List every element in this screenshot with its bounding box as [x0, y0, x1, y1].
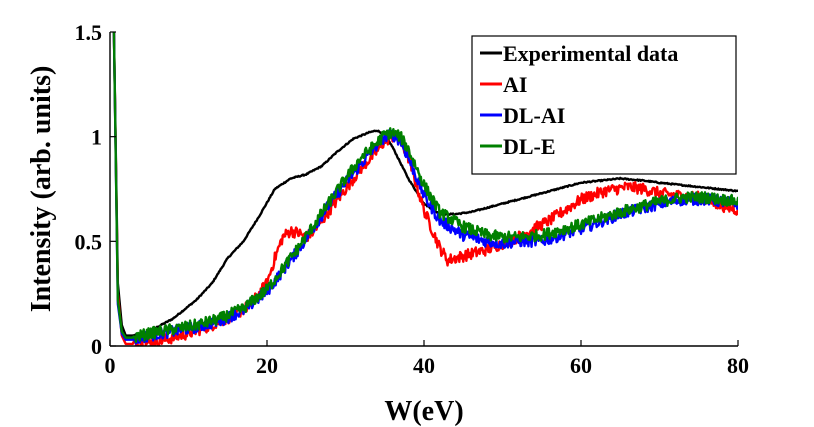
- x-tick-label: 0: [105, 353, 116, 378]
- y-axis-label: Intensity (arb. units): [26, 66, 57, 313]
- x-tick-label: 80: [727, 353, 749, 378]
- legend-entry: DL-E: [503, 134, 556, 159]
- legend-box: [471, 35, 737, 175]
- series-line-dl-ai: [112, 32, 738, 345]
- legend-entry: DL-AI: [503, 103, 565, 128]
- x-axis-label: W(eV): [384, 396, 463, 427]
- y-tick-label: 0.5: [75, 229, 103, 254]
- series-line-experimental-data: [112, 32, 738, 337]
- tick-labels: 0 20 40 60 80 0 0.5 1 1.5: [75, 20, 750, 378]
- series-line-ai: [112, 32, 738, 346]
- plot-area: [112, 32, 738, 346]
- axes: [109, 31, 739, 347]
- legend-entry: Experimental data: [503, 41, 678, 66]
- series-line-dl-e: [112, 32, 738, 344]
- legend: Experimental data AI DL-AI DL-E: [471, 35, 737, 175]
- legend-entry: AI: [503, 72, 527, 97]
- x-tick-label: 40: [413, 353, 435, 378]
- y-tick-label: 0: [91, 334, 102, 359]
- x-tick-label: 20: [256, 353, 278, 378]
- x-tick-label: 60: [570, 353, 592, 378]
- y-tick-label: 1: [91, 125, 102, 150]
- y-tick-label: 1.5: [75, 20, 103, 45]
